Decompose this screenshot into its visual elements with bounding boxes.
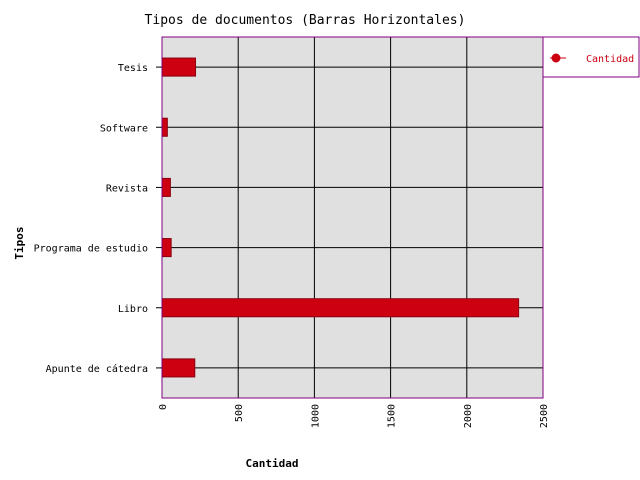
bar bbox=[161, 358, 196, 378]
legend: Cantidad bbox=[542, 36, 640, 78]
plot-border bbox=[161, 36, 544, 399]
y-axis-label: Tipos bbox=[13, 226, 26, 259]
bar bbox=[161, 177, 171, 197]
legend-marker bbox=[551, 53, 561, 63]
y-tick-labels: Tesis Software Revista Programa de estudio L… bbox=[34, 63, 162, 375]
y-tick-label: Software bbox=[100, 123, 148, 134]
x-tick-label: 1000 bbox=[310, 404, 321, 428]
x-axis-label: Cantidad bbox=[246, 457, 299, 470]
bar bbox=[161, 117, 168, 137]
y-tick-label: Revista bbox=[106, 183, 148, 194]
bar bbox=[161, 238, 172, 258]
x-tick-label: 500 bbox=[234, 404, 245, 422]
x-tick-labels: 0 500 1000 1500 2000 2500 bbox=[158, 404, 550, 428]
y-tick-label: Programa de estudio bbox=[34, 244, 148, 255]
y-tick-label: Apunte de cátedra bbox=[46, 363, 148, 375]
y-tick-label: Tesis bbox=[118, 63, 148, 74]
x-tick-label: 2500 bbox=[539, 404, 550, 428]
chart-title: Tipos de documentos (Barras Horizontales… bbox=[145, 13, 466, 28]
plot-area bbox=[162, 37, 543, 398]
x-tick-label: 2000 bbox=[463, 404, 474, 428]
x-tick-label: 1500 bbox=[387, 404, 398, 428]
legend-label: Cantidad bbox=[586, 54, 634, 65]
bar bbox=[161, 298, 520, 318]
x-tick-label: 0 bbox=[158, 404, 169, 410]
bar bbox=[161, 57, 197, 77]
y-tick-label: Libro bbox=[118, 304, 148, 315]
